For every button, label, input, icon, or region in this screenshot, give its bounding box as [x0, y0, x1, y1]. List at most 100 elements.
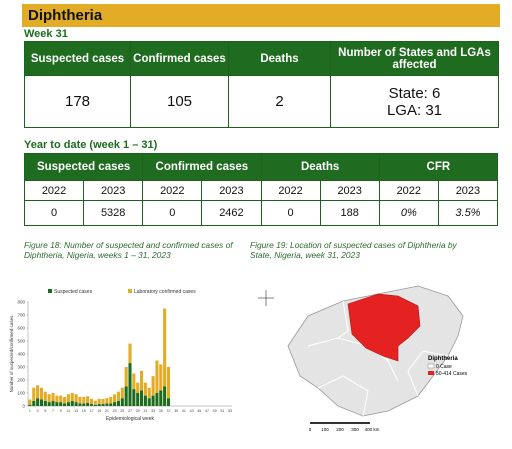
bar-segment [155, 393, 159, 406]
table-cell: 2462 [201, 200, 262, 226]
x-tick-label: 23 [113, 409, 117, 413]
legend-title: Diphtheria [428, 356, 458, 362]
x-tick-label: 49 [213, 409, 217, 413]
header-cell: Confirmed cases [142, 153, 262, 181]
bar-segment [136, 393, 140, 406]
header-cell: Deaths [260, 153, 380, 181]
bar-segment [124, 386, 128, 406]
bar-segment [78, 403, 82, 406]
x-tick-label: 5 [44, 409, 46, 413]
y-tick-label: 200 [17, 378, 25, 383]
bar-segment [128, 363, 132, 406]
table-cell: 0 [142, 200, 203, 226]
bar-segment [147, 398, 151, 406]
bar-segment [151, 376, 155, 396]
table-cell: 0% [378, 200, 439, 226]
x-tick-label: 31 [143, 409, 147, 413]
bar-segment [113, 402, 117, 406]
x-tick-label: 21 [105, 409, 109, 413]
legend-swatch [48, 289, 52, 293]
bar-segment [59, 402, 63, 406]
week-title: Week 31 [24, 28, 68, 40]
x-tick-label: 11 [67, 409, 71, 413]
x-tick-label: 15 [82, 409, 86, 413]
table-cell: 2022 [142, 180, 203, 201]
x-tick-label: 19 [97, 409, 101, 413]
table-cell: 0 [260, 200, 321, 226]
bar-segment [32, 387, 36, 401]
ytd-title: Year to date (week 1 – 31) [24, 139, 158, 151]
x-tick-label: 33 [151, 409, 155, 413]
bar-segment [59, 395, 63, 403]
y-axis-label: Number of suspected/confirmed cases [9, 315, 14, 393]
x-tick-label: 35 [159, 409, 163, 413]
bar-segment [55, 395, 59, 403]
scale-label: 100 [321, 427, 329, 432]
y-tick-label: 800 [17, 300, 25, 305]
table-cell: 2023 [319, 180, 380, 201]
bar-segment [43, 391, 47, 401]
bar-segment [120, 387, 124, 399]
x-tick-label: 25 [120, 409, 124, 413]
y-tick-label: 100 [17, 391, 25, 396]
bar-segment [97, 398, 101, 405]
bar-segment [101, 404, 105, 406]
legend-label: 50-414 Cases [436, 371, 468, 377]
bar-segment [147, 387, 151, 399]
bar-segment [143, 382, 147, 396]
bar-segment [28, 404, 32, 406]
table-cell: 5328 [83, 200, 144, 226]
x-tick-label: 51 [220, 409, 224, 413]
bar-segment [39, 387, 44, 400]
bar-segment [97, 404, 101, 406]
x-tick-label: 41 [182, 409, 186, 413]
header-cell: Suspected cases [23, 153, 144, 181]
figure-caption: Figure 19: Location of suspected cases o… [250, 240, 457, 260]
bar-segment [74, 394, 78, 403]
bar-segment [166, 367, 171, 399]
bar-segment [47, 394, 51, 403]
y-tick-label: 600 [17, 326, 25, 331]
bar-segment [132, 373, 136, 390]
bar-segment [66, 402, 70, 406]
bar-segment [166, 398, 171, 406]
scale-label: 0 [309, 427, 312, 432]
bar-segment [143, 395, 147, 406]
bar-segment [82, 396, 86, 404]
legend-swatch [128, 289, 132, 293]
value-cell: 105 [130, 75, 229, 128]
map: Diphtheria 0 Case 50-414 Cases 0 100 200… [258, 285, 468, 432]
bar-segment [151, 395, 155, 406]
bar-segment [63, 403, 67, 406]
legend-swatch [428, 371, 434, 375]
table-cell: 2022 [260, 180, 321, 201]
figure-caption: Figure 18: Number of suspected and confi… [24, 240, 233, 260]
x-tick-label: 45 [197, 409, 201, 413]
bar-segment [109, 396, 113, 404]
legend-label: 0 Case [436, 364, 452, 370]
bar-segment [93, 404, 97, 406]
x-tick-label: 3 [37, 409, 39, 413]
bar-segment [132, 389, 136, 406]
bar-segment [105, 398, 109, 404]
bar-segment [159, 390, 163, 406]
y-tick-label: 0 [22, 404, 25, 409]
bar-segment [101, 398, 105, 405]
bar-segment [47, 402, 51, 406]
week-table: Suspected cases Confirmed cases Deaths N… [24, 41, 499, 128]
table-cell: 2023 [201, 180, 262, 201]
bar-segment [70, 393, 74, 401]
table-cell: 0 [23, 200, 85, 226]
x-tick-label: 47 [205, 409, 209, 413]
chart: 0 100 200 300 400 500 600 700 800 Number of suspe… [9, 289, 232, 422]
x-tick-label: 37 [166, 409, 170, 413]
x-tick-label: 9 [60, 409, 62, 413]
affected-lgas: LGA: 31 [386, 101, 443, 119]
table-cell: 188 [319, 200, 380, 226]
y-tick-label: 400 [17, 352, 25, 357]
bar-segment [51, 393, 55, 401]
table-cell: 2022 [378, 180, 439, 201]
bar-segment [120, 398, 124, 406]
bar-segment [116, 400, 120, 406]
x-tick-label: 7 [52, 409, 54, 413]
